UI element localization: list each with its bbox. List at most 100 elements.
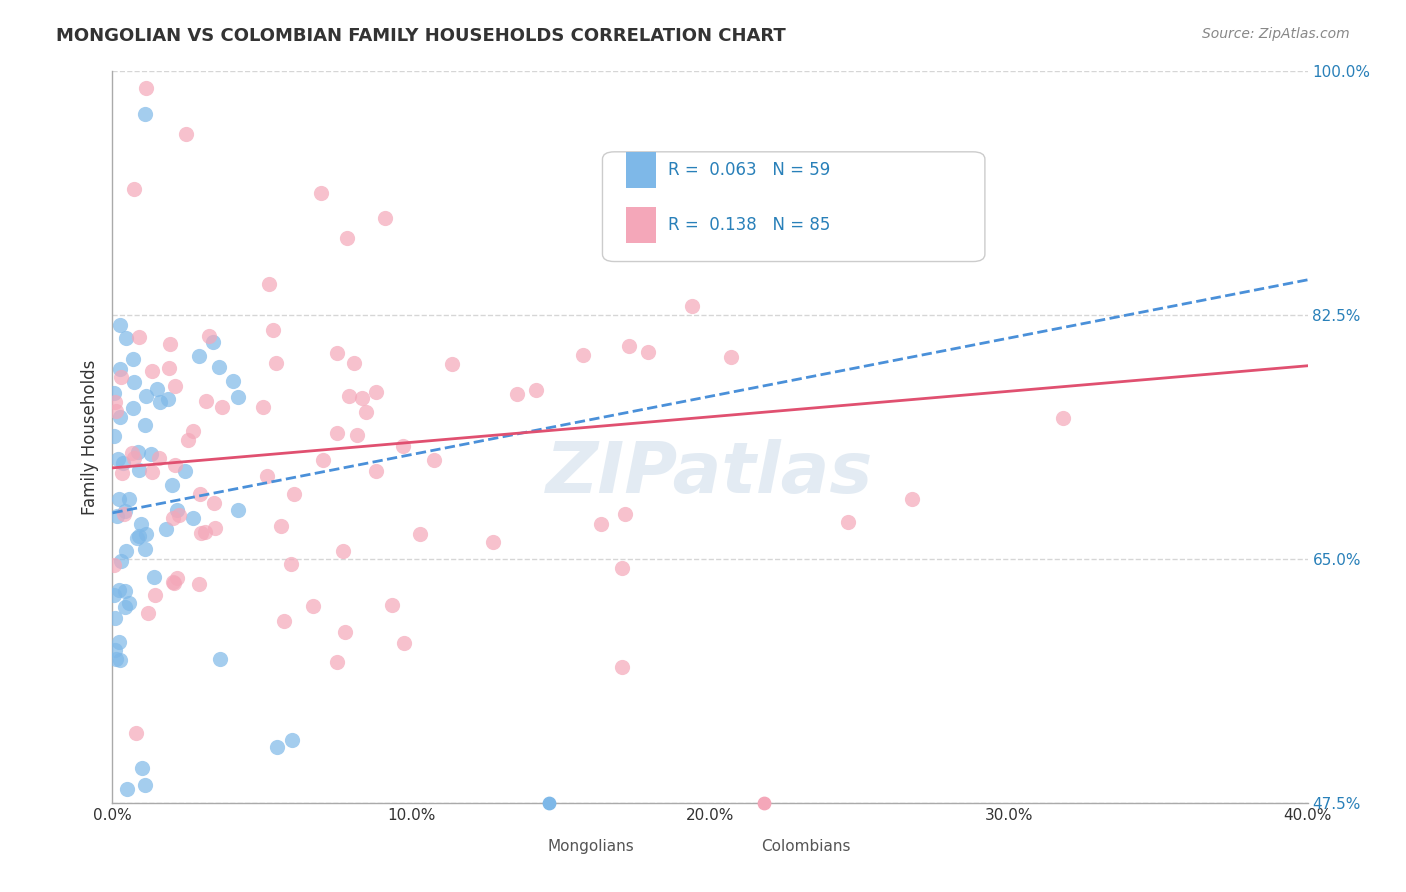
Colombians	[394, 636, 416, 650]
Text: Mongolians: Mongolians	[547, 839, 634, 855]
Colombians	[110, 370, 132, 384]
Colombians	[301, 599, 323, 613]
Colombians	[135, 81, 157, 95]
Mongolians	[160, 478, 183, 492]
Colombians	[326, 426, 349, 441]
Colombians	[364, 384, 387, 399]
Colombians	[194, 394, 217, 409]
Colombians	[423, 452, 446, 467]
Colombians	[1052, 410, 1074, 425]
Colombians	[283, 487, 305, 501]
Colombians	[273, 614, 295, 628]
Colombians	[112, 507, 135, 521]
Mongolians	[103, 429, 125, 443]
Mongolians	[115, 331, 138, 345]
Mongolians	[134, 778, 156, 792]
Colombians	[159, 337, 181, 351]
Colombians	[332, 544, 354, 558]
Colombians	[256, 469, 278, 483]
Mongolians	[114, 504, 136, 518]
Colombians	[637, 344, 659, 359]
Mongolians	[128, 529, 150, 543]
Colombians	[614, 507, 637, 521]
Colombians	[266, 356, 288, 370]
Colombians	[103, 558, 125, 572]
Mongolians	[209, 652, 232, 666]
Mongolians	[149, 395, 172, 409]
Mongolians	[128, 463, 150, 477]
Text: Colombians: Colombians	[761, 839, 851, 855]
Mongolians	[173, 464, 195, 478]
Colombians	[211, 400, 233, 414]
Colombians	[163, 379, 186, 393]
Colombians	[176, 433, 198, 447]
Text: R =  0.063   N = 59: R = 0.063 N = 59	[668, 161, 831, 179]
Colombians	[145, 588, 167, 602]
Colombians	[526, 383, 548, 397]
Mongolians	[110, 554, 132, 568]
Text: Source: ZipAtlas.com: Source: ZipAtlas.com	[1202, 27, 1350, 41]
Colombians	[111, 467, 134, 481]
Colombians	[128, 329, 150, 343]
Mongolians	[135, 389, 157, 403]
Colombians	[124, 182, 146, 196]
Colombians	[141, 465, 163, 479]
Colombians	[325, 345, 347, 359]
Colombians	[136, 606, 159, 620]
Mongolians	[114, 584, 136, 599]
Colombians	[262, 323, 284, 337]
Colombians	[163, 458, 186, 473]
Colombians	[440, 357, 463, 371]
Colombians	[121, 445, 143, 459]
Mongolians	[121, 352, 143, 367]
Mongolians	[134, 417, 156, 432]
Mongolians	[134, 542, 156, 557]
Mongolians	[226, 390, 249, 404]
Colombians	[202, 496, 225, 510]
Colombians	[336, 230, 359, 244]
FancyBboxPatch shape	[627, 207, 657, 244]
Mongolians	[107, 451, 129, 466]
Colombians	[312, 452, 335, 467]
Colombians	[141, 364, 163, 378]
Colombians	[169, 508, 191, 522]
Mongolians	[141, 447, 163, 461]
Colombians	[148, 450, 170, 465]
Mongolians	[105, 508, 128, 523]
Colombians	[163, 576, 186, 591]
Mongolians	[202, 334, 225, 349]
Mongolians	[103, 385, 125, 400]
Mongolians	[110, 318, 132, 332]
Text: ZIPatlas: ZIPatlas	[547, 439, 873, 508]
Mongolians	[226, 503, 249, 517]
Colombians	[190, 525, 212, 540]
Colombians	[354, 405, 377, 419]
Colombians	[157, 360, 180, 375]
Colombians	[333, 625, 356, 640]
Mongolians	[105, 651, 128, 665]
Colombians	[901, 491, 924, 506]
Colombians	[409, 527, 432, 541]
FancyBboxPatch shape	[603, 152, 986, 261]
Colombians	[125, 726, 148, 740]
Colombians	[391, 439, 413, 453]
Colombians	[346, 427, 368, 442]
Mongolians	[135, 526, 157, 541]
Mongolians	[208, 359, 231, 374]
Colombians	[373, 211, 395, 225]
Colombians	[619, 339, 641, 353]
Colombians	[197, 328, 219, 343]
FancyBboxPatch shape	[627, 152, 657, 188]
Colombians	[257, 277, 280, 292]
Mongolians	[114, 543, 136, 558]
Mongolians	[124, 375, 146, 389]
Text: MONGOLIAN VS COLOMBIAN FAMILY HOUSEHOLDS CORRELATION CHART: MONGOLIAN VS COLOMBIAN FAMILY HOUSEHOLDS…	[56, 27, 786, 45]
Mongolians	[117, 781, 139, 796]
Colombians	[252, 400, 274, 414]
Colombians	[505, 387, 527, 401]
Mongolians	[134, 106, 156, 120]
Colombians	[571, 348, 593, 362]
Mongolians	[118, 492, 141, 507]
Mongolians	[112, 456, 135, 470]
Colombians	[188, 487, 211, 501]
